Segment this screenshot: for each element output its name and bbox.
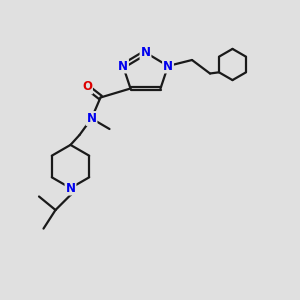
- Text: N: N: [86, 112, 97, 125]
- Text: N: N: [163, 59, 173, 73]
- Text: N: N: [140, 46, 151, 59]
- Text: N: N: [118, 59, 128, 73]
- Text: O: O: [82, 80, 92, 94]
- Text: N: N: [65, 182, 76, 195]
